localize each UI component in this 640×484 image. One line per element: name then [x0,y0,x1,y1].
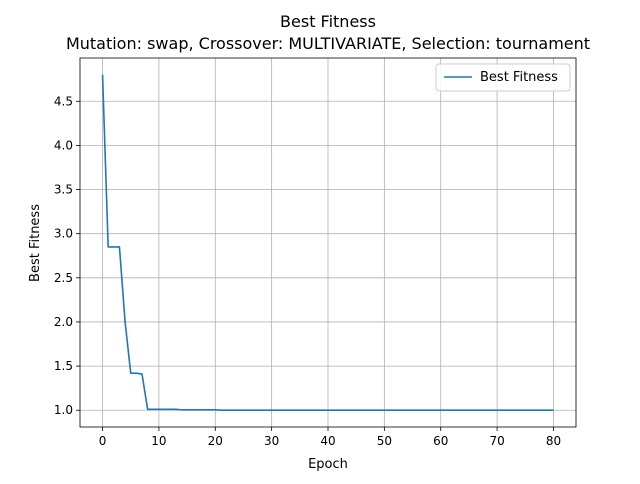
chart-title: Best Fitness [280,12,376,31]
y-tick-label: 4.0 [54,138,73,152]
x-tick-label: 20 [208,434,223,448]
legend-label: Best Fitness [480,70,558,85]
legend-frame [435,63,571,92]
x-tick-label: 30 [264,434,279,448]
x-tick-label: 50 [377,434,392,448]
x-tick-label: 70 [489,434,504,448]
y-axis-label: Best Fitness [28,204,43,282]
y-tick-label: 4.5 [54,94,73,108]
legend: Best Fitness [435,63,571,92]
y-tick-label: 3.0 [54,227,73,241]
series-layer [101,74,554,412]
y-tick-label: 3.5 [54,183,73,197]
x-axis-label: Epoch [308,457,348,472]
series-line-best-fitness [101,74,554,412]
y-tick-label: 1.0 [54,403,73,417]
axis-ticks: 0 10 20 30 40 50 60 70 80 1.0 1.5 2.0 2.5 3.0 3.5 4.0 4.… [54,94,561,448]
x-tick-label: 80 [546,434,561,448]
x-tick-label: 0 [99,434,107,448]
chart-subtitle: Mutation: swap, Crossover: MULTIVARIATE,… [66,34,590,53]
x-tick-label: 10 [151,434,166,448]
y-tick-label: 2.5 [54,271,73,285]
grid [80,58,576,427]
y-tick-label: 2.0 [54,315,73,329]
x-tick-label: 40 [320,434,335,448]
y-tick-label: 1.5 [54,359,73,373]
x-tick-label: 60 [433,434,448,448]
